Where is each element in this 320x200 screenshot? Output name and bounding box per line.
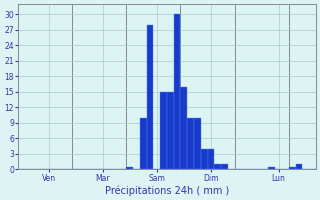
Bar xyxy=(208,149,214,169)
Bar xyxy=(160,92,167,169)
Bar xyxy=(147,25,153,169)
Bar xyxy=(180,87,187,169)
Bar xyxy=(167,92,174,169)
Bar xyxy=(268,167,275,169)
Bar xyxy=(174,14,180,169)
X-axis label: Précipitations 24h ( mm ): Précipitations 24h ( mm ) xyxy=(105,185,229,196)
Bar xyxy=(221,164,228,169)
Bar xyxy=(187,118,194,169)
Bar xyxy=(214,164,221,169)
Bar xyxy=(289,167,296,169)
Bar xyxy=(140,118,147,169)
Bar xyxy=(194,118,201,169)
Bar xyxy=(201,149,208,169)
Bar xyxy=(296,164,302,169)
Bar xyxy=(126,167,133,169)
